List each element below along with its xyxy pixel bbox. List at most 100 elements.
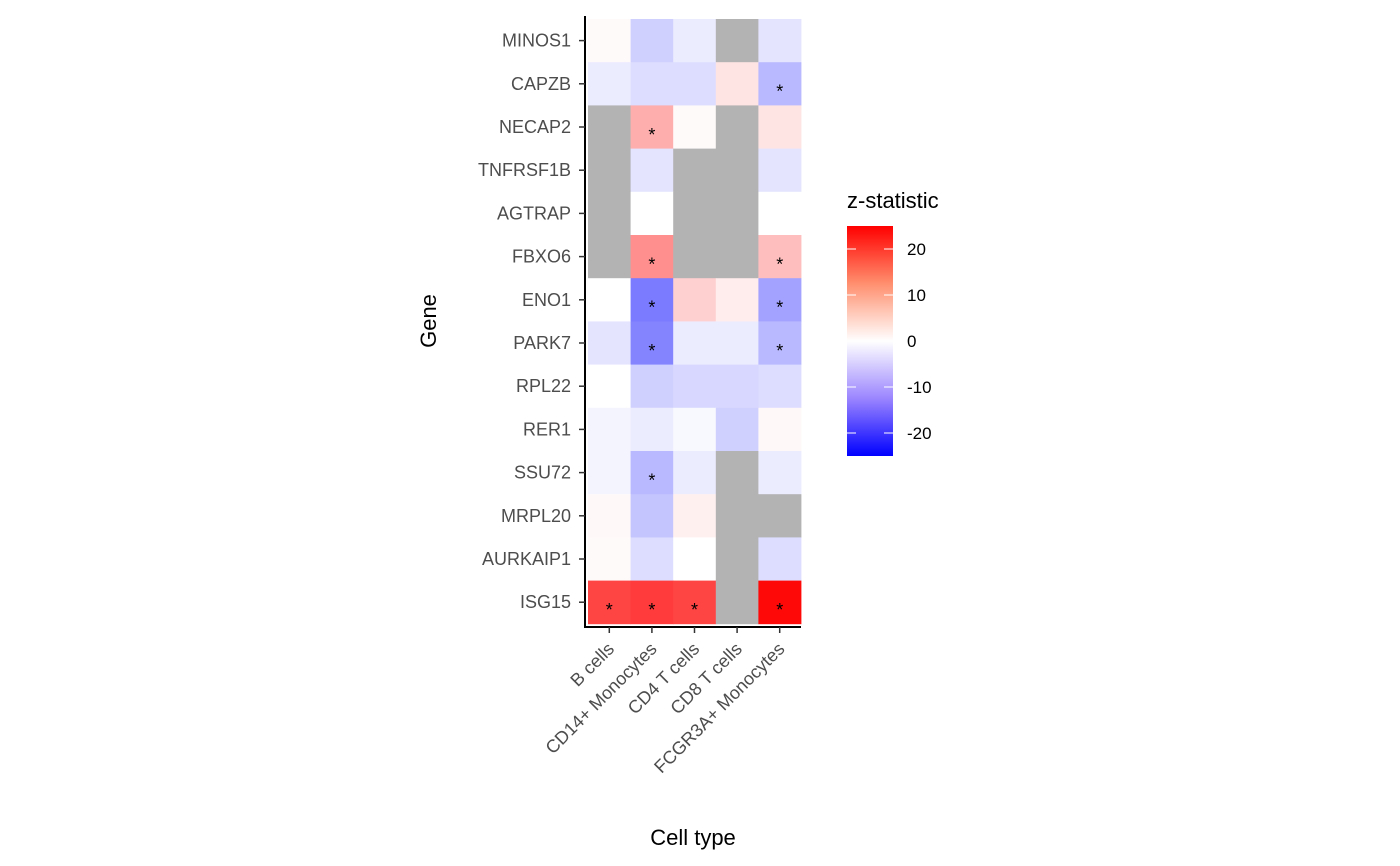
y-tick-label: AGTRAP (497, 203, 571, 223)
heatmap-cell (588, 451, 631, 495)
legend-tick-label: -10 (907, 378, 932, 397)
significance-markers: * * * * * * * * * * * * * (606, 82, 783, 620)
heatmap-cell (715, 494, 759, 538)
heatmap-cell (588, 278, 631, 322)
significance-star: * (648, 298, 655, 318)
significance-star: * (776, 341, 783, 361)
y-tick-label: FBXO6 (512, 247, 571, 267)
heatmap-cell (588, 235, 631, 279)
heatmap-cell (673, 148, 717, 193)
significance-star: * (648, 341, 655, 361)
heatmap-cell (673, 451, 717, 495)
legend-tick-label: 0 (907, 332, 916, 351)
heatmap-cell (715, 191, 759, 236)
heatmap-cell (588, 191, 631, 236)
heatmap-cell (673, 364, 717, 409)
heatmap-cell (715, 451, 759, 495)
legend-tick-label: 10 (907, 286, 926, 305)
heatmap-cell (630, 19, 674, 63)
legend: z-statistic 20 10 0 -10 -20 (847, 188, 939, 456)
y-tick-label: ISG15 (520, 592, 571, 612)
heatmap-cell (715, 62, 759, 106)
significance-star: * (776, 254, 783, 274)
heatmap-cell (715, 19, 759, 63)
significance-star: * (776, 600, 783, 620)
heatmap-cell (630, 580, 674, 625)
heatmap-cell (715, 580, 759, 625)
heatmap-cell (630, 494, 674, 538)
heatmap-cell (588, 19, 631, 63)
y-tick-label: TNFRSF1B (478, 160, 571, 180)
heatmap-cell (715, 407, 759, 452)
heatmap-cell (673, 191, 717, 236)
heatmap-cell (630, 235, 674, 279)
heatmap-cell (673, 537, 717, 581)
heatmap-cell (630, 105, 674, 149)
heatmap-cells (588, 19, 802, 625)
significance-star: * (606, 600, 613, 620)
y-axis-ticks: MINOS1 CAPZB NECAP2 TNFRSF1B AGTRAP FBXO6 ENO1… (478, 31, 585, 612)
heatmap-cell (630, 191, 674, 236)
legend-title: z-statistic (847, 188, 939, 213)
heatmap-cell (758, 407, 802, 452)
heatmap-cell (758, 235, 802, 279)
y-tick-label: PARK7 (513, 333, 571, 353)
heatmap-cell (630, 364, 674, 409)
heatmap-cell (715, 537, 759, 581)
heatmap-cell (673, 580, 717, 625)
heatmap-cell (673, 235, 717, 279)
significance-star: * (648, 600, 655, 620)
significance-star: * (648, 254, 655, 274)
significance-star: * (648, 470, 655, 490)
y-tick-label: CAPZB (511, 74, 571, 94)
heatmap-cell (588, 105, 631, 149)
heatmap-cell (715, 105, 759, 149)
heatmap-cell (673, 62, 717, 106)
heatmap-cell (588, 494, 631, 538)
heatmap-cell (715, 278, 759, 322)
heatmap-cell (758, 148, 802, 193)
heatmap-cell (588, 537, 631, 581)
heatmap-cell (673, 407, 717, 452)
heatmap-cell (758, 321, 802, 365)
heatmap-cell (673, 105, 717, 149)
y-tick-label: RER1 (523, 419, 571, 439)
y-tick-label: MINOS1 (502, 31, 571, 51)
legend-tick-label: 20 (907, 240, 926, 259)
legend-ticks: 20 10 0 -10 -20 (847, 240, 932, 443)
y-tick-label: ENO1 (522, 290, 571, 310)
y-tick-label: AURKAIP1 (482, 549, 571, 569)
heatmap-cell (758, 494, 802, 538)
legend-tick-label: -20 (907, 424, 932, 443)
x-axis-title: Cell type (650, 825, 736, 850)
heatmap-cell (588, 364, 631, 409)
y-tick-label: NECAP2 (499, 117, 571, 137)
heatmap-cell (630, 148, 674, 193)
heatmap-cell (758, 19, 802, 63)
heatmap-cell (758, 105, 802, 149)
heatmap-cell (588, 148, 631, 193)
heatmap-cell (630, 278, 674, 322)
heatmap-cell (630, 321, 674, 365)
significance-star: * (691, 600, 698, 620)
heatmap-cell (588, 62, 631, 106)
heatmap-cell (758, 364, 802, 409)
heatmap-cell (630, 62, 674, 106)
heatmap-cell (715, 148, 759, 193)
heatmap-cell (758, 537, 802, 581)
heatmap-cell (588, 321, 631, 365)
heatmap-cell (673, 278, 717, 322)
heatmap-cell (715, 235, 759, 279)
heatmap-cell (758, 451, 802, 495)
heatmap-cell (630, 451, 674, 495)
y-tick-label: MRPL20 (501, 506, 571, 526)
heatmap-cell (673, 321, 717, 365)
heatmap-cell (758, 191, 802, 236)
significance-star: * (648, 125, 655, 145)
heatmap-cell (758, 62, 802, 106)
y-axis-title: Gene (416, 294, 441, 348)
heatmap-cell (588, 580, 631, 625)
significance-star: * (776, 82, 783, 102)
heatmap-cell (715, 321, 759, 365)
